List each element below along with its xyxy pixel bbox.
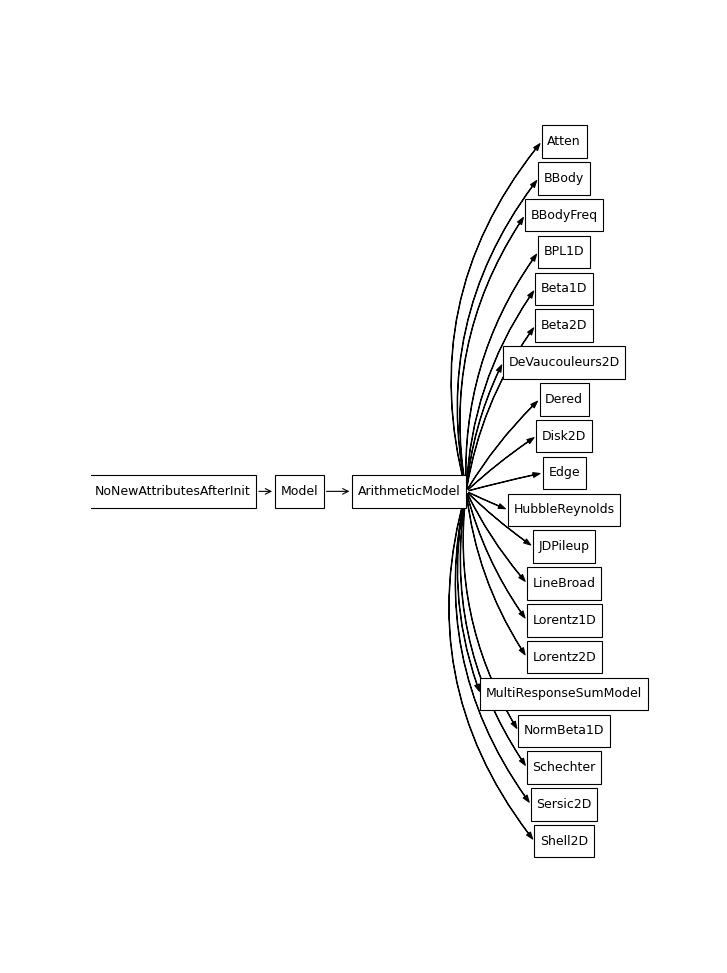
FancyBboxPatch shape xyxy=(508,493,620,526)
Text: NoNewAttributesAfterInit: NoNewAttributesAfterInit xyxy=(95,485,250,498)
FancyBboxPatch shape xyxy=(539,383,589,415)
FancyBboxPatch shape xyxy=(542,456,586,489)
FancyBboxPatch shape xyxy=(534,825,594,857)
Text: BBodyFreq: BBodyFreq xyxy=(531,208,598,222)
Text: Schechter: Schechter xyxy=(532,761,596,775)
FancyBboxPatch shape xyxy=(533,530,595,562)
FancyBboxPatch shape xyxy=(535,309,593,342)
Text: Beta1D: Beta1D xyxy=(541,282,587,295)
FancyBboxPatch shape xyxy=(481,677,648,710)
FancyBboxPatch shape xyxy=(542,126,587,158)
FancyArrowPatch shape xyxy=(465,254,537,488)
Text: NormBeta1D: NormBeta1D xyxy=(524,724,604,738)
Text: HubbleReynolds: HubbleReynolds xyxy=(513,503,615,517)
Text: Sersic2D: Sersic2D xyxy=(537,798,592,811)
Text: Shell2D: Shell2D xyxy=(540,835,588,847)
FancyArrowPatch shape xyxy=(467,401,537,489)
Text: ArithmeticModel: ArithmeticModel xyxy=(358,485,461,498)
FancyArrowPatch shape xyxy=(469,473,540,490)
Text: Model: Model xyxy=(281,485,318,498)
Text: LineBroad: LineBroad xyxy=(533,577,595,590)
FancyBboxPatch shape xyxy=(535,272,593,306)
Text: Atten: Atten xyxy=(547,135,581,148)
Text: BBody: BBody xyxy=(544,172,585,185)
FancyArrowPatch shape xyxy=(466,291,534,488)
Text: Lorentz2D: Lorentz2D xyxy=(532,651,596,664)
FancyBboxPatch shape xyxy=(537,420,592,452)
FancyArrowPatch shape xyxy=(460,494,526,766)
FancyBboxPatch shape xyxy=(538,235,590,269)
FancyArrowPatch shape xyxy=(463,494,517,729)
FancyArrowPatch shape xyxy=(451,144,540,488)
Text: Dered: Dered xyxy=(545,393,583,406)
FancyBboxPatch shape xyxy=(503,346,625,378)
FancyArrowPatch shape xyxy=(468,493,531,545)
Text: Beta2D: Beta2D xyxy=(541,319,587,332)
FancyArrowPatch shape xyxy=(466,365,502,488)
Text: BPL1D: BPL1D xyxy=(544,245,585,259)
FancyArrowPatch shape xyxy=(466,494,525,655)
FancyBboxPatch shape xyxy=(527,567,601,599)
FancyBboxPatch shape xyxy=(525,198,603,232)
FancyBboxPatch shape xyxy=(352,475,466,508)
FancyArrowPatch shape xyxy=(467,328,534,488)
FancyArrowPatch shape xyxy=(457,494,479,692)
FancyBboxPatch shape xyxy=(539,162,590,195)
FancyArrowPatch shape xyxy=(467,494,525,618)
Text: DeVaucouleurs2D: DeVaucouleurs2D xyxy=(508,356,620,369)
Text: Lorentz1D: Lorentz1D xyxy=(532,614,596,627)
FancyBboxPatch shape xyxy=(527,751,601,784)
FancyBboxPatch shape xyxy=(526,604,602,636)
Text: Edge: Edge xyxy=(548,466,580,480)
FancyBboxPatch shape xyxy=(518,714,610,747)
Text: JDPileup: JDPileup xyxy=(539,540,590,553)
FancyArrowPatch shape xyxy=(449,494,533,839)
FancyArrowPatch shape xyxy=(455,494,529,802)
Text: Disk2D: Disk2D xyxy=(542,430,587,443)
FancyBboxPatch shape xyxy=(531,788,598,820)
FancyArrowPatch shape xyxy=(467,493,525,581)
FancyBboxPatch shape xyxy=(526,641,602,673)
FancyArrowPatch shape xyxy=(459,217,523,488)
FancyBboxPatch shape xyxy=(89,475,256,508)
FancyArrowPatch shape xyxy=(469,492,505,509)
FancyBboxPatch shape xyxy=(275,475,324,508)
FancyArrowPatch shape xyxy=(468,438,534,489)
FancyArrowPatch shape xyxy=(457,181,537,488)
Text: MultiResponseSumModel: MultiResponseSumModel xyxy=(486,688,642,701)
